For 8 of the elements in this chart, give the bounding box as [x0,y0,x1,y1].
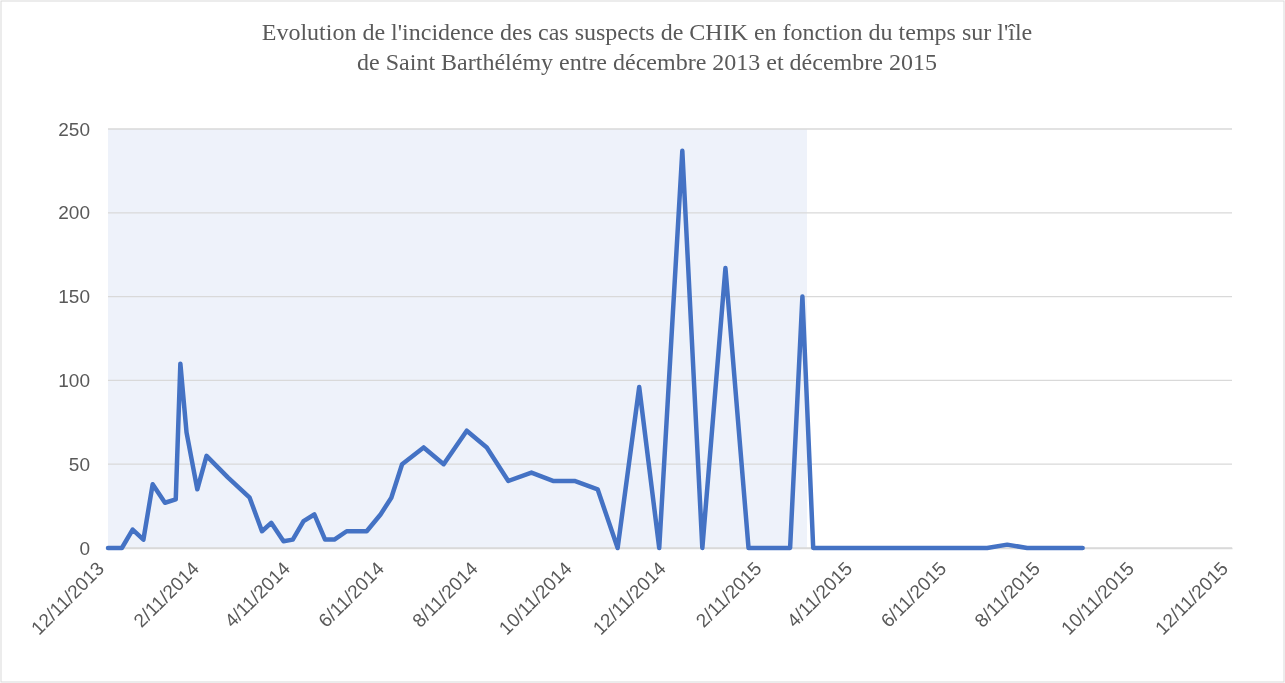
line-series [105,148,1085,551]
chart-title: Evolution de l'incidence des cas suspects de CHIK en fonction du temps sur l'île de Saint Barthélémy entre décembre 2013 et décembre 2015 [261,19,1033,75]
y-tick-label: 150 [58,286,90,308]
y-tick-label: 100 [58,369,90,391]
y-tick-label: 200 [58,202,90,224]
y-tick-label: 50 [68,453,90,475]
y-tick-label: 250 [58,118,90,140]
y-tick-label: 0 [79,537,90,559]
